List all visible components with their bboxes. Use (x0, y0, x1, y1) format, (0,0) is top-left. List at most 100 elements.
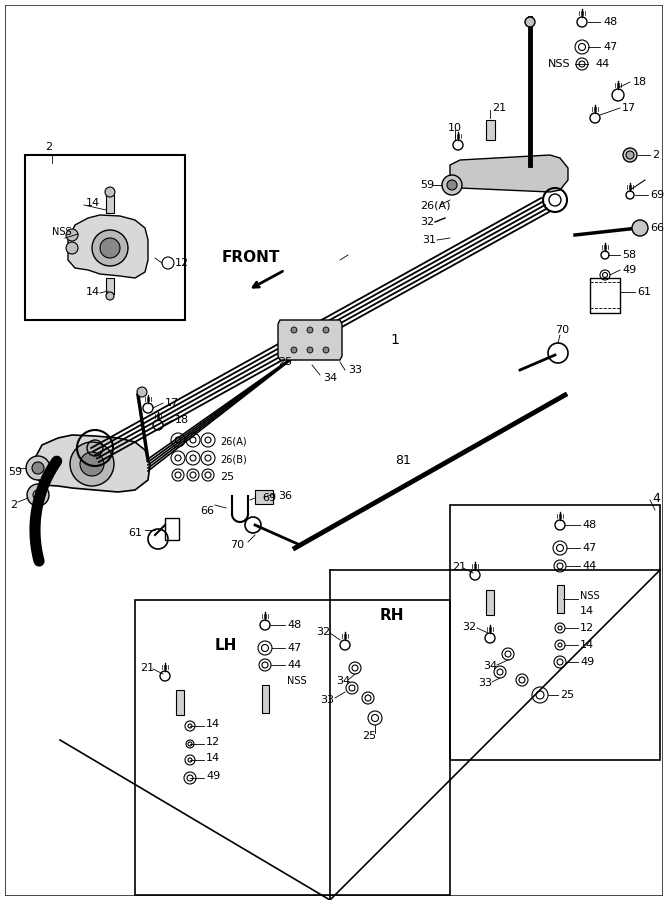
Text: 44: 44 (582, 561, 596, 571)
Text: 58: 58 (622, 250, 636, 260)
Text: 14: 14 (206, 753, 220, 763)
Polygon shape (68, 215, 148, 278)
Text: 61: 61 (128, 528, 142, 538)
Circle shape (626, 151, 634, 159)
Text: 12: 12 (580, 623, 594, 633)
Text: 69: 69 (262, 493, 276, 503)
Circle shape (92, 230, 128, 266)
Circle shape (70, 442, 114, 486)
Text: 21: 21 (492, 103, 506, 113)
Text: 34: 34 (336, 676, 350, 686)
Bar (261, 685, 269, 713)
Circle shape (27, 484, 49, 506)
Polygon shape (278, 320, 342, 360)
Text: 12: 12 (175, 258, 189, 268)
Bar (590, 278, 620, 313)
Text: 4: 4 (652, 491, 660, 505)
Text: 34: 34 (483, 661, 497, 671)
Bar (486, 120, 494, 140)
Bar (556, 585, 564, 613)
Text: 21: 21 (140, 663, 154, 673)
Circle shape (291, 347, 297, 353)
Text: NSS: NSS (52, 227, 71, 237)
Text: 33: 33 (478, 678, 492, 688)
Text: 36: 36 (278, 491, 292, 501)
Text: 48: 48 (582, 520, 596, 530)
Text: 49: 49 (622, 265, 636, 275)
Circle shape (632, 220, 648, 236)
Bar (165, 518, 179, 540)
Text: 25: 25 (278, 357, 292, 367)
Text: 26(A): 26(A) (220, 437, 247, 447)
Circle shape (100, 238, 120, 258)
Circle shape (66, 242, 78, 254)
Text: 31: 31 (422, 235, 436, 245)
Circle shape (32, 462, 44, 474)
Circle shape (307, 327, 313, 333)
Text: 25: 25 (362, 731, 376, 741)
Text: FRONT: FRONT (222, 250, 280, 266)
Bar (176, 690, 184, 715)
Text: 21: 21 (452, 562, 466, 572)
Text: 26(B): 26(B) (220, 455, 247, 465)
Bar (255, 490, 273, 504)
Bar (135, 600, 450, 895)
Circle shape (66, 229, 78, 241)
Text: RH: RH (380, 608, 404, 623)
Text: 47: 47 (582, 543, 596, 553)
Text: 66: 66 (200, 506, 214, 516)
Text: 59: 59 (8, 467, 22, 477)
Circle shape (307, 347, 313, 353)
Bar (450, 505, 660, 760)
Text: NSS: NSS (548, 59, 571, 69)
Text: 34: 34 (323, 373, 337, 383)
Circle shape (525, 17, 535, 27)
Text: 26(A): 26(A) (420, 200, 450, 210)
Text: 14: 14 (86, 198, 100, 208)
Text: 33: 33 (320, 695, 334, 705)
Text: NSS: NSS (287, 676, 307, 686)
Circle shape (291, 327, 297, 333)
Bar (106, 195, 114, 213)
Text: 33: 33 (348, 365, 362, 375)
Bar (486, 590, 494, 615)
Circle shape (105, 187, 115, 197)
Text: 47: 47 (603, 42, 617, 52)
Text: 10: 10 (448, 123, 462, 133)
Text: 66: 66 (650, 223, 664, 233)
Circle shape (106, 292, 114, 300)
Text: 44: 44 (595, 59, 609, 69)
Text: 17: 17 (165, 398, 179, 408)
Text: 18: 18 (633, 77, 647, 87)
Text: 44: 44 (287, 660, 301, 670)
Text: 70: 70 (555, 325, 569, 335)
Circle shape (26, 456, 50, 480)
Text: 14: 14 (580, 606, 594, 616)
Text: 25: 25 (220, 472, 234, 482)
Circle shape (447, 180, 457, 190)
Circle shape (623, 148, 637, 162)
Text: 70: 70 (230, 540, 244, 550)
Circle shape (323, 327, 329, 333)
Text: 61: 61 (637, 287, 651, 297)
Text: 81: 81 (395, 454, 411, 466)
Text: 14: 14 (580, 640, 594, 650)
Text: 2: 2 (10, 500, 17, 510)
Circle shape (80, 452, 104, 476)
Text: 14: 14 (86, 287, 100, 297)
Text: 12: 12 (206, 737, 220, 747)
Text: 48: 48 (287, 620, 301, 630)
Text: NSS: NSS (580, 591, 600, 601)
Polygon shape (450, 155, 568, 192)
Text: 49: 49 (580, 657, 594, 667)
Text: 1: 1 (390, 333, 399, 347)
Text: 17: 17 (622, 103, 636, 113)
Text: 32: 32 (316, 627, 330, 637)
Text: 18: 18 (175, 415, 189, 425)
Text: 2: 2 (45, 142, 52, 152)
Text: 47: 47 (287, 643, 301, 653)
Polygon shape (35, 435, 150, 492)
Text: 32: 32 (462, 622, 476, 632)
Circle shape (442, 175, 462, 195)
Circle shape (137, 387, 147, 397)
